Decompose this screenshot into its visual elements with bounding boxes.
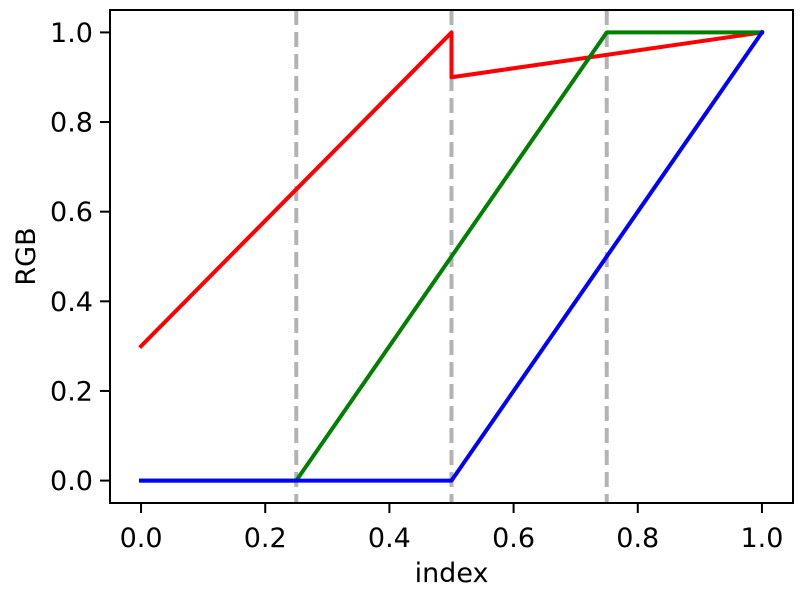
x-tick-label: 0.8 (616, 523, 659, 554)
x-axis-label: index (415, 558, 489, 589)
y-tick-label: 0.2 (50, 376, 93, 407)
y-tick-label: 0.8 (50, 108, 93, 139)
x-tick-label: 0.4 (368, 523, 411, 554)
series-group (138, 29, 765, 483)
x-tick-label: 0.6 (492, 523, 535, 554)
y-tick-label: 0.6 (50, 197, 93, 228)
red-channel-line (138, 30, 765, 349)
x-tick-label: 1.0 (740, 523, 783, 554)
axes-frame (109, 9, 794, 504)
x-tick-label: 0.2 (244, 523, 287, 554)
y-tick-label: 0.4 (50, 287, 93, 318)
y-axis-label: RGB (11, 227, 42, 285)
ticks-group: 0.0 0.2 0.4 0.6 0.8 1.0 0.0 0.2 0.4 0.6 0.8 1.0 (50, 18, 783, 554)
y-tick-label: 1.0 (50, 18, 93, 49)
x-tick-label: 0.0 (120, 523, 163, 554)
blue-channel-line (139, 29, 765, 483)
y-tick-label: 0.0 (50, 466, 93, 497)
